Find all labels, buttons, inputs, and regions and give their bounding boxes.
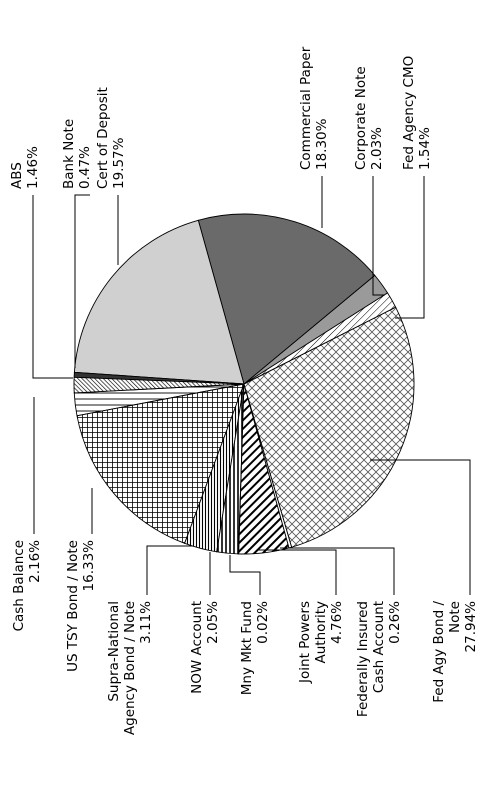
label-bank-note: Bank Note0.47% [61, 119, 93, 189]
leader-line-federally-insured-cash-account [280, 547, 395, 595]
label-now-account: NOW Account2.05% [189, 601, 221, 694]
slice-abs [73, 376, 245, 394]
label-line: Cash Account [371, 601, 387, 693]
label-line: Bank Note [61, 119, 77, 189]
label-line: 19.57% [111, 137, 127, 189]
label-line: Corporate Note [353, 66, 369, 170]
label-line: 18.30% [314, 118, 330, 170]
label-supra-national-agency-bond-note: Supra-NationalAgency Bond / Note3.11% [106, 601, 154, 735]
label-line: Fed Agency CMO [401, 56, 417, 170]
label-fed-agency-cmo: Fed Agency CMO1.54% [401, 56, 433, 170]
leader-line-abs [32, 195, 73, 379]
slice-labels: Cash Balance2.16% US TSY Bond / Note16.33… [9, 46, 479, 735]
label-line: 27.94% [463, 601, 479, 653]
label-line: 4.76% [329, 601, 345, 644]
label-cert-of-deposit: Cert of Deposit19.57% [95, 87, 127, 189]
label-line: Cert of Deposit [95, 87, 111, 189]
label-line: Agency Bond / Note [122, 601, 138, 735]
label-line: 2.03% [369, 127, 385, 170]
label-line: 2.05% [205, 601, 221, 644]
label-line: US TSY Bond / Note [65, 540, 81, 672]
label-line: Note [447, 601, 463, 633]
label-fed-agy-bond-note: Fed Agy Bond /Note27.94% [431, 601, 479, 703]
slice-us-tsy-bond-note [76, 383, 245, 544]
slice-fed-agy-bond-note [243, 306, 415, 548]
label-line: Mny Mkt Fund [239, 601, 255, 695]
leader-line-fed-agency-cmo [395, 176, 425, 319]
leader-line-fed-agy-bond-note [370, 459, 471, 595]
label-line: 0.02% [255, 601, 271, 644]
leader-line-corporate-note [372, 176, 385, 296]
label-line: Commercial Paper [298, 46, 314, 170]
label-line: Federally Insured [355, 601, 371, 717]
pie-slices [73, 213, 415, 555]
slice-cert-of-deposit [73, 219, 245, 385]
label-line: 0.26% [387, 601, 403, 644]
slice-commercial-paper [197, 213, 376, 385]
label-commercial-paper: Commercial Paper18.30% [298, 46, 330, 170]
label-line: 2.16% [27, 540, 43, 583]
label-line: ABS [9, 162, 25, 189]
leader-lines [32, 176, 471, 595]
label-line: Joint Powers [297, 601, 313, 684]
label-abs: ABS1.46% [9, 146, 41, 189]
label-line: Cash Balance [11, 540, 27, 631]
leader-line-bank-note [74, 194, 90, 368]
label-line: Supra-National [106, 601, 122, 702]
label-cash-balance: Cash Balance2.16% [11, 540, 43, 632]
label-us-tsy-bond-note: US TSY Bond / Note16.33% [65, 540, 97, 672]
leader-line-supra-national-agency-bond-note [146, 545, 193, 595]
label-line: 3.11% [138, 601, 154, 644]
label-line: 0.47% [77, 146, 93, 189]
label-mny-mkt-fund: Mny Mkt Fund0.02% [239, 601, 271, 695]
label-line: NOW Account [189, 601, 205, 694]
label-line: Authority [313, 601, 329, 663]
leader-line-mny-mkt-fund [229, 555, 261, 595]
label-line: 1.54% [417, 127, 433, 170]
label-federally-insured-cash-account: Federally InsuredCash Account0.26% [355, 601, 403, 717]
label-corporate-note: Corporate Note2.03% [353, 66, 385, 170]
label-joint-powers-authority: Joint PowersAuthority4.76% [297, 601, 345, 684]
label-line: 1.46% [25, 146, 41, 189]
label-line: 16.33% [81, 540, 97, 592]
label-line: Fed Agy Bond / [431, 601, 447, 703]
leader-line-joint-powers-authority [258, 549, 337, 595]
